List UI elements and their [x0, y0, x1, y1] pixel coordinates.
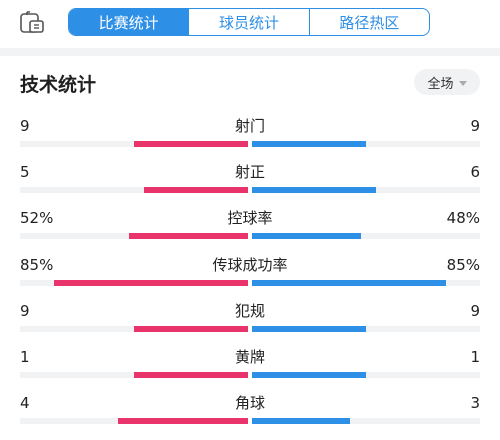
away-value: 9 — [470, 302, 480, 320]
home-bar-track — [20, 280, 248, 286]
stat-label: 角球 — [234, 394, 265, 412]
top-bar: 比赛统计 球员统计 路径热区 — [0, 0, 500, 48]
tab-bar: 比赛统计 球员统计 路径热区 — [68, 8, 430, 36]
away-bar — [252, 280, 446, 286]
away-value: 6 — [470, 163, 480, 181]
section-title: 技术统计 — [20, 74, 97, 96]
tab-heat-zones[interactable]: 路径热区 — [308, 9, 429, 35]
home-value: 52% — [20, 209, 54, 227]
away-bar — [252, 233, 361, 239]
home-bar-track — [20, 187, 248, 193]
home-bar — [118, 418, 248, 424]
away-bar-track — [252, 187, 480, 193]
away-bar-track — [252, 233, 480, 239]
match-board-icon[interactable] — [18, 9, 46, 37]
home-bar — [54, 280, 248, 286]
away-bar — [252, 141, 366, 147]
home-bar-track — [20, 372, 248, 378]
home-bar — [134, 141, 248, 147]
caret-down-icon — [458, 80, 467, 86]
away-value: 85% — [446, 256, 480, 274]
home-value: 85% — [20, 256, 54, 274]
period-filter-label: 全场 — [427, 76, 454, 92]
away-value: 48% — [446, 209, 480, 227]
home-bar-track — [20, 141, 248, 147]
home-bar — [134, 326, 248, 332]
away-bar — [252, 326, 366, 332]
stat-label: 犯规 — [234, 302, 265, 320]
away-value: 1 — [470, 348, 480, 366]
home-bar — [134, 372, 248, 378]
period-filter-dropdown[interactable]: 全场 — [414, 69, 480, 95]
stat-label: 射门 — [234, 117, 265, 135]
stat-label: 射正 — [234, 163, 265, 181]
home-bar-track — [20, 326, 248, 332]
stat-row: 85% 传球成功率 85% — [0, 255, 500, 301]
home-value: 9 — [20, 117, 30, 135]
home-value: 9 — [20, 302, 30, 320]
away-bar — [252, 418, 350, 424]
away-value: 3 — [470, 394, 480, 412]
stat-row: 52% 控球率 48% — [0, 208, 500, 254]
home-bar-track — [20, 233, 248, 239]
stat-row: 5 射正 6 — [0, 162, 500, 208]
away-bar-track — [252, 326, 480, 332]
home-value: 5 — [20, 163, 30, 181]
away-bar-track — [252, 280, 480, 286]
tab-player-stats[interactable]: 球员统计 — [188, 9, 308, 35]
away-bar-track — [252, 418, 480, 424]
stat-label: 控球率 — [227, 209, 273, 227]
stat-row: 9 犯规 9 — [0, 301, 500, 347]
home-bar — [144, 187, 248, 193]
home-bar — [129, 233, 248, 239]
stat-row: 4 角球 3 — [0, 393, 500, 439]
away-bar — [252, 372, 366, 378]
home-value: 4 — [20, 394, 30, 412]
stat-label: 传球成功率 — [212, 256, 288, 274]
home-value: 1 — [20, 348, 30, 366]
stat-row: 9 射门 9 — [0, 116, 500, 162]
away-bar-track — [252, 372, 480, 378]
home-bar-track — [20, 418, 248, 424]
section-divider — [0, 48, 500, 56]
away-value: 9 — [470, 117, 480, 135]
away-bar — [252, 187, 376, 193]
stat-label: 黄牌 — [234, 348, 265, 366]
stat-row: 1 黄牌 1 — [0, 347, 500, 393]
tab-match-stats[interactable]: 比赛统计 — [69, 9, 189, 35]
away-bar-track — [252, 141, 480, 147]
